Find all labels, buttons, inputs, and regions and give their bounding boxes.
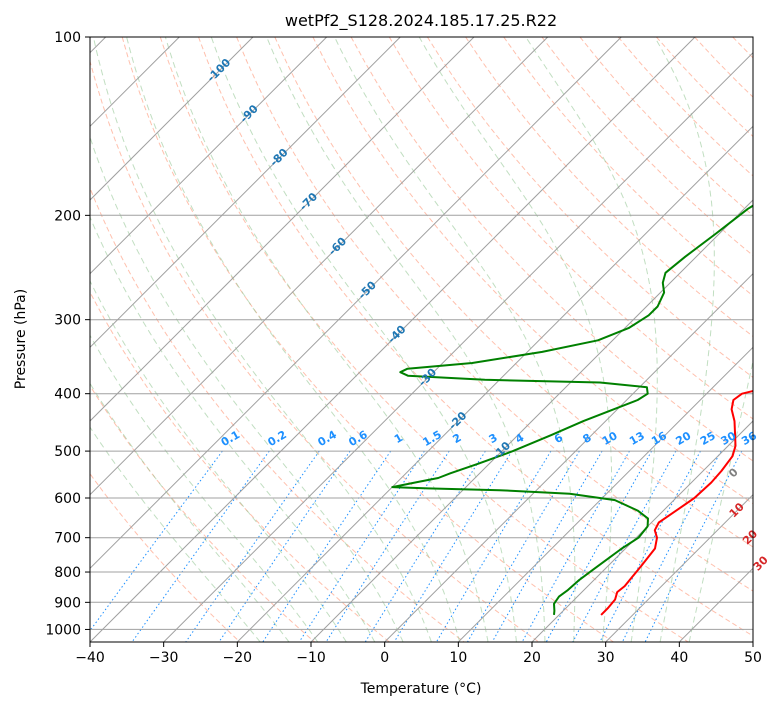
isotherm-line bbox=[310, 199, 753, 642]
moist-adiabat bbox=[210, 37, 517, 642]
moist-adiabat bbox=[334, 37, 576, 642]
y-tick-label: 300 bbox=[54, 313, 81, 329]
isotherm-line bbox=[605, 493, 753, 642]
dry-adiabat bbox=[426, 37, 753, 378]
y-tick-label: 500 bbox=[54, 444, 81, 460]
isotherm-line bbox=[90, 37, 549, 496]
dry-adiabat bbox=[274, 37, 753, 548]
axes: −40 −30 −20 −10 0 10 20 30 40 50 100 200 300 400 500 60… bbox=[45, 30, 762, 666]
x-axis-title: Temperature (°C) bbox=[360, 681, 482, 697]
sounding-line bbox=[600, 389, 753, 616]
x-tick-label: 10 bbox=[449, 650, 467, 666]
moist-adiabat bbox=[90, 135, 404, 642]
moist-adiabat bbox=[688, 358, 753, 642]
moist-adiabat bbox=[90, 426, 261, 642]
plot-area bbox=[90, 37, 753, 642]
y-tick-label: 400 bbox=[54, 387, 81, 403]
moist-adiabat bbox=[92, 37, 432, 642]
dry-adiabat bbox=[90, 291, 390, 642]
moist-adiabat bbox=[266, 37, 546, 642]
y-axis-title: Pressure (hPa) bbox=[13, 289, 29, 389]
x-tick-label: −20 bbox=[223, 650, 253, 666]
dry-adiabat bbox=[350, 37, 753, 462]
dry-adiabat bbox=[312, 37, 753, 505]
mixing-ratio-line bbox=[185, 450, 320, 642]
isotherm-line bbox=[90, 37, 254, 201]
isotherm-line bbox=[163, 51, 753, 642]
y-tick-label: 900 bbox=[54, 595, 81, 611]
isotherm-line bbox=[90, 37, 622, 570]
isotherm-line bbox=[90, 37, 401, 349]
x-tick-label: −10 bbox=[296, 650, 326, 666]
x-tick-label: −40 bbox=[75, 650, 105, 666]
moist-adiabat bbox=[126, 37, 461, 642]
mixing-ratio-line bbox=[521, 450, 630, 642]
x-tick-label: −30 bbox=[149, 650, 179, 666]
y-tick-label: 700 bbox=[54, 531, 81, 547]
moist-adiabat bbox=[90, 382, 290, 642]
background-lines bbox=[90, 37, 753, 642]
dry-adiabat bbox=[90, 59, 540, 642]
dry-adiabat bbox=[90, 472, 241, 642]
isotherm-line bbox=[752, 641, 753, 642]
mixing-ratio-line bbox=[644, 450, 743, 642]
x-tick-label: 30 bbox=[597, 650, 615, 666]
moist-adiabat bbox=[418, 37, 613, 642]
mixing-ratio-line bbox=[262, 450, 392, 642]
moist-adiabat bbox=[90, 215, 376, 642]
y-tick-label: 200 bbox=[54, 208, 81, 224]
sounding-line bbox=[391, 204, 753, 615]
isotherm-line bbox=[457, 346, 753, 642]
moist-adiabat bbox=[654, 37, 715, 642]
mixing-ratio-line bbox=[90, 450, 223, 632]
x-tick-label: 0 bbox=[380, 650, 389, 666]
mixing-ratio-line bbox=[298, 450, 425, 642]
isotherm-line bbox=[90, 37, 328, 275]
isotherm-line bbox=[90, 37, 696, 642]
x-tick-label: 40 bbox=[670, 650, 688, 666]
isotherm-line bbox=[90, 37, 475, 422]
data-lines bbox=[391, 204, 753, 616]
dry-adiabat bbox=[121, 37, 614, 642]
dry-adiabat bbox=[388, 37, 753, 420]
y-tick-label: 800 bbox=[54, 565, 81, 581]
mixing-ratio-line bbox=[545, 450, 653, 642]
mixing-ratio-line bbox=[218, 450, 351, 642]
chart-title: wetPf2_S128.2024.185.17.25.R22 bbox=[285, 11, 557, 31]
y-tick-label: 1000 bbox=[45, 622, 81, 638]
dry-adiabat bbox=[236, 37, 753, 592]
x-tick-label: 50 bbox=[744, 650, 762, 666]
isotherm-line bbox=[236, 125, 753, 642]
dry-adiabat bbox=[465, 37, 753, 338]
mixing-ratio-line bbox=[491, 450, 603, 642]
dry-adiabat bbox=[503, 37, 753, 297]
plot-frame bbox=[89, 36, 754, 643]
isotherm-line bbox=[384, 272, 753, 642]
x-tick-label: 20 bbox=[523, 650, 541, 666]
dry-adiabat bbox=[90, 186, 465, 642]
moist-adiabat bbox=[90, 334, 319, 642]
dry-adiabat bbox=[159, 37, 689, 642]
mixing-ratio-line bbox=[599, 450, 701, 642]
moist-adiabat bbox=[164, 37, 489, 642]
moist-adiabat bbox=[525, 37, 658, 642]
y-tick-label: 100 bbox=[54, 30, 81, 46]
mixing-ratio-line bbox=[572, 450, 677, 642]
y-tick-label: 600 bbox=[54, 491, 81, 507]
dry-adiabat-label: 30 bbox=[751, 553, 771, 573]
